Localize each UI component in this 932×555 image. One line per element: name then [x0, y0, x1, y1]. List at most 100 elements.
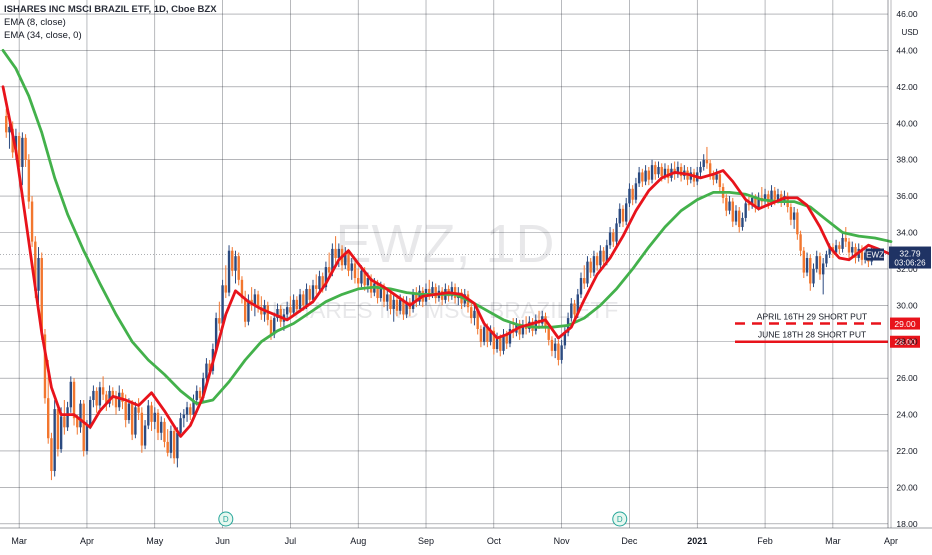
candle-body — [502, 334, 505, 351]
candle-body — [273, 318, 276, 335]
candle — [189, 403, 192, 421]
dividend-circle — [218, 511, 234, 527]
legend-ema-slow[interactable]: EMA (34, close, 0) — [4, 30, 82, 41]
candle-body — [395, 299, 399, 311]
candle-body — [269, 319, 273, 335]
level-price-tag — [890, 335, 920, 348]
candle — [734, 205, 738, 226]
candle — [492, 327, 496, 355]
candle-body — [489, 330, 492, 342]
candle — [482, 321, 486, 346]
candle — [612, 228, 615, 248]
candle-body — [398, 299, 402, 311]
candle — [37, 247, 40, 304]
candle — [357, 268, 360, 289]
candle — [256, 290, 260, 313]
candle-body — [5, 115, 8, 133]
dividend-marker[interactable]: D — [218, 511, 234, 527]
candle — [641, 168, 644, 187]
candle — [705, 146, 709, 169]
candle — [818, 252, 822, 280]
candle-body — [172, 430, 176, 459]
candle-body — [508, 328, 512, 344]
candle — [821, 257, 825, 295]
candle-body — [741, 217, 744, 228]
candle-body — [360, 270, 363, 284]
candle — [150, 401, 153, 431]
candle — [160, 416, 163, 441]
candle — [292, 294, 295, 317]
candle — [308, 285, 311, 306]
candle-body — [169, 430, 173, 453]
candle-body — [828, 247, 831, 255]
candle-body — [583, 278, 586, 284]
candle-body — [221, 285, 224, 324]
candle-body — [253, 294, 257, 306]
candle-body — [30, 201, 34, 242]
candle-body — [350, 263, 353, 271]
candle-body — [305, 288, 308, 306]
candle-body — [641, 172, 644, 182]
time-tick-label: Oct — [487, 536, 502, 546]
candle-body — [660, 166, 663, 177]
candle-body — [202, 378, 205, 399]
candle — [137, 398, 140, 421]
legend-ema-fast[interactable]: EMA (8, close) — [4, 17, 66, 28]
candle — [599, 245, 602, 269]
candle-body — [618, 208, 621, 224]
candle-body — [744, 203, 747, 218]
candle — [673, 161, 676, 180]
candle-body — [573, 303, 576, 315]
candle-body — [227, 250, 231, 293]
candle — [583, 265, 586, 289]
candle — [182, 409, 186, 428]
candle — [699, 161, 702, 178]
candle-body — [234, 256, 237, 271]
chart-title[interactable]: ISHARES INC MSCI BRAZIL ETF, 1D, Cboe BZ… — [4, 4, 217, 15]
candle — [792, 207, 796, 229]
candle — [508, 323, 512, 348]
candle-body — [34, 241, 37, 291]
candle-body — [708, 163, 712, 175]
candle-body — [608, 232, 612, 246]
candle-body — [479, 328, 483, 342]
candle-body — [705, 159, 709, 164]
candle — [805, 252, 809, 277]
dividend-marker[interactable]: D — [612, 511, 628, 527]
candle-body — [179, 418, 182, 433]
candle-body — [654, 165, 657, 175]
candle-body — [679, 166, 683, 177]
candle — [702, 154, 705, 171]
candle-body — [192, 400, 195, 415]
candle — [166, 429, 169, 457]
candle-body — [163, 421, 166, 442]
candle-body — [198, 390, 202, 399]
candle — [560, 339, 563, 364]
candle-body — [815, 256, 818, 269]
candle — [63, 400, 66, 435]
candle-body — [143, 425, 147, 446]
candle-body — [863, 252, 867, 260]
candle-body — [8, 126, 11, 133]
candle-body — [495, 338, 499, 350]
candle — [647, 166, 651, 186]
candle-body — [256, 294, 260, 308]
candle-body — [595, 256, 599, 266]
candle-body — [847, 241, 851, 253]
candle — [796, 208, 799, 240]
candle — [350, 257, 353, 280]
candle — [224, 265, 228, 299]
candle — [347, 248, 350, 277]
candle-body — [650, 165, 654, 180]
candle-body — [311, 285, 315, 300]
price-tick-label: 42.00 — [896, 82, 918, 92]
candle — [285, 301, 289, 320]
candle-body — [731, 201, 734, 222]
candle-body — [734, 210, 738, 222]
candle-body — [518, 323, 521, 335]
level-1: APRIL 16TH 29 SHORT PUT 29.00 — [735, 312, 920, 330]
candle — [608, 227, 612, 249]
candle-body — [353, 263, 357, 279]
